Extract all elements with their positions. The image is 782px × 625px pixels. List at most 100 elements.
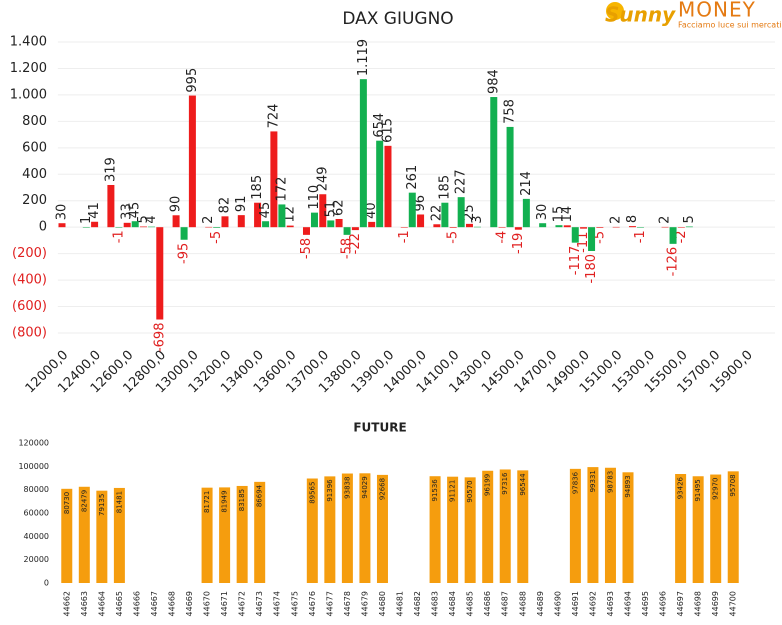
data-label: 2 [201, 216, 216, 224]
data-label: -5 [209, 231, 224, 244]
x-tick-label: 44673 [255, 591, 264, 616]
x-tick-label: 44670 [203, 591, 212, 616]
bar [172, 215, 180, 228]
x-tick-label: 44663 [80, 591, 89, 616]
bar [449, 227, 457, 228]
bar [343, 227, 351, 235]
bar [115, 227, 123, 228]
bar [58, 223, 66, 228]
bar [156, 227, 164, 320]
data-label: 90570 [466, 480, 474, 502]
bar [319, 194, 327, 228]
x-tick-label: 44683 [431, 591, 440, 616]
data-label: 80730 [63, 492, 71, 514]
x-tick-label: 44684 [448, 591, 457, 616]
y-tick-label: (800) [12, 326, 47, 341]
y-tick-label: 800 [22, 114, 47, 129]
y-tick-label: 40000 [24, 532, 49, 541]
data-label: 33 [120, 203, 135, 220]
bar [96, 490, 108, 583]
data-label: 86694 [256, 484, 264, 507]
x-tick-label: 44687 [501, 591, 510, 616]
data-label: 14 [560, 206, 575, 223]
bar [376, 474, 388, 583]
data-label: 51 [323, 201, 338, 218]
data-label: 15 [551, 206, 566, 223]
y-tick-label: 20000 [24, 555, 49, 564]
data-label: -58 [340, 238, 355, 259]
x-tick-label: 44699 [711, 591, 720, 616]
bar [622, 472, 634, 583]
chart-title: FUTURE [353, 421, 406, 435]
data-label: -2 [674, 230, 689, 243]
bar [588, 227, 596, 251]
bar [429, 476, 441, 583]
logo-brand: Sunny [605, 3, 676, 27]
x-tick-label: 44686 [483, 591, 492, 616]
data-label: -117 [568, 246, 583, 276]
data-label: 4 [144, 215, 159, 223]
x-tick-label: 44693 [606, 591, 615, 616]
logo-brand: MONEY [678, 0, 756, 22]
bar [139, 226, 147, 228]
data-label: 91121 [449, 480, 457, 502]
bar [131, 221, 139, 228]
bar [205, 226, 213, 228]
x-tick-label: 44694 [624, 591, 633, 616]
logo-sun [606, 2, 624, 20]
bar [441, 202, 449, 228]
data-label: 5 [682, 215, 697, 223]
x-tick-label: 44695 [641, 591, 650, 616]
bar [254, 202, 262, 228]
data-label: 90 [169, 196, 184, 213]
bar [359, 79, 367, 228]
data-label: 97316 [501, 472, 509, 495]
bar [514, 227, 522, 230]
data-label: 615 [380, 118, 395, 143]
x-tick-label: 44697 [676, 591, 685, 616]
bar [522, 198, 530, 228]
bar [221, 216, 229, 228]
data-label: 96 [413, 195, 428, 212]
data-label: 261 [405, 165, 420, 190]
data-label: 214 [519, 171, 534, 196]
x-tick-label: 44688 [518, 591, 527, 616]
x-tick-label: 44672 [238, 591, 247, 616]
data-label: 62 [332, 199, 347, 216]
bar [359, 473, 371, 583]
bar [219, 487, 231, 583]
data-label: 5 [136, 215, 151, 223]
data-label: 82 [217, 197, 232, 214]
bar [351, 227, 359, 231]
data-label: 94893 [624, 475, 632, 497]
data-label: 97836 [571, 471, 579, 494]
data-label: 91396 [326, 479, 334, 502]
bar [82, 227, 90, 228]
bar [417, 214, 425, 228]
bar [490, 97, 498, 228]
data-label: 319 [103, 157, 118, 182]
y-tick-label: 0 [44, 579, 49, 588]
data-label: 45 [128, 202, 143, 219]
bar [465, 223, 473, 228]
bar [270, 131, 278, 228]
bar [147, 226, 155, 228]
data-label: 2 [658, 216, 673, 224]
bar [447, 476, 459, 583]
data-label: 45 [258, 202, 273, 219]
y-tick-label: 400 [22, 167, 47, 182]
data-label: 3 [470, 216, 485, 224]
data-label: 92970 [712, 478, 720, 500]
y-tick-label: 100000 [18, 462, 49, 471]
bar [628, 226, 636, 228]
data-label: 81721 [203, 491, 211, 513]
y-tick-label: 1.000 [10, 87, 47, 102]
bar [113, 487, 125, 583]
x-tick-label: 44681 [396, 591, 405, 616]
data-label: 758 [503, 99, 518, 124]
x-tick-label: 44669 [185, 591, 194, 616]
bar [675, 474, 687, 583]
bar [335, 218, 343, 228]
